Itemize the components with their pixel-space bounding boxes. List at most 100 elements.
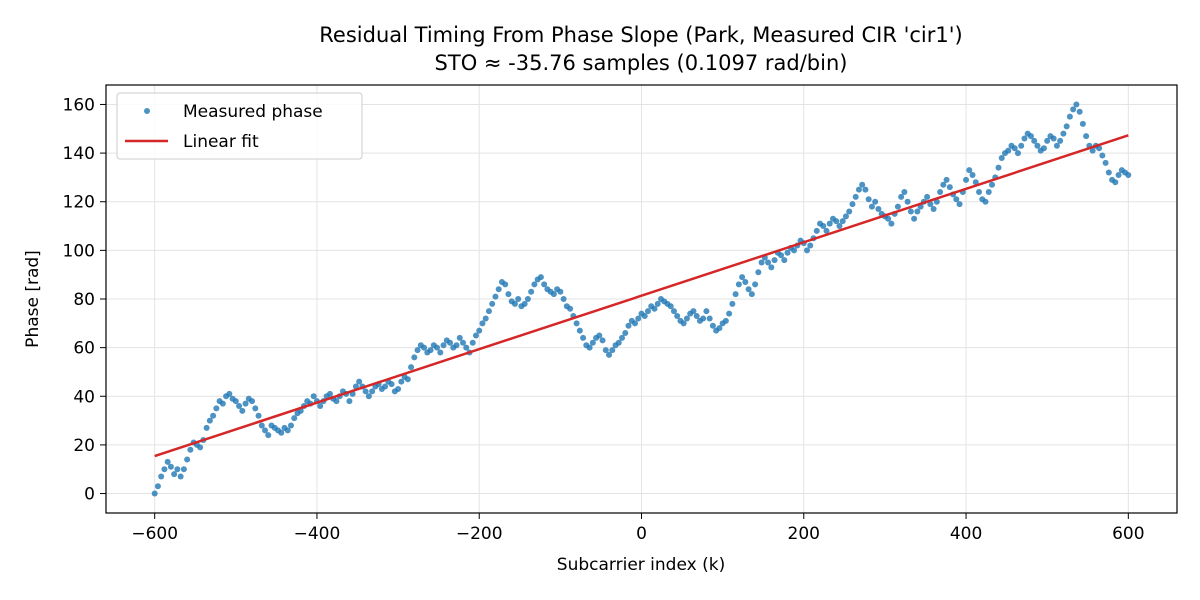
data-point <box>167 463 174 470</box>
y-tick-label: 120 <box>63 193 95 213</box>
data-point <box>606 351 613 358</box>
data-point <box>859 181 866 188</box>
data-point <box>602 347 609 354</box>
data-point <box>469 339 476 346</box>
data-point <box>670 308 677 315</box>
data-point <box>872 198 879 205</box>
data-point <box>946 184 953 191</box>
data-point <box>784 249 791 256</box>
y-tick-label: 40 <box>73 387 95 407</box>
x-tick-label: 200 <box>788 524 820 544</box>
data-point <box>213 405 220 412</box>
data-point <box>976 189 983 195</box>
data-point <box>969 171 976 178</box>
data-point <box>625 322 632 329</box>
data-point <box>826 220 833 227</box>
y-axis-ticks: 0 20 40 60 80 100 120 140 160 <box>63 95 106 505</box>
data-point <box>239 407 246 414</box>
data-point <box>732 291 739 298</box>
data-point <box>236 403 243 409</box>
data-point <box>284 427 291 434</box>
data-point <box>388 381 395 388</box>
data-point <box>852 193 859 200</box>
data-point <box>742 278 749 285</box>
data-point <box>937 189 944 195</box>
data-point <box>641 313 648 320</box>
data-point <box>476 327 483 334</box>
data-point <box>1089 147 1096 154</box>
data-point <box>963 176 970 183</box>
data-point <box>485 308 492 315</box>
data-point <box>1070 106 1077 113</box>
data-point <box>1066 113 1073 120</box>
legend-label-fit: Linear fit <box>183 132 259 152</box>
data-point <box>589 339 596 346</box>
data-point <box>1034 142 1041 149</box>
data-point <box>411 354 418 361</box>
data-point <box>1073 101 1080 108</box>
data-point <box>226 390 233 397</box>
data-point <box>1063 123 1070 130</box>
data-point <box>813 227 820 234</box>
data-point <box>580 334 587 341</box>
data-point <box>693 313 700 320</box>
data-point <box>265 432 272 439</box>
data-point <box>171 471 178 478</box>
data-point <box>1099 152 1106 159</box>
data-point <box>709 322 716 329</box>
y-tick-label: 160 <box>63 95 95 115</box>
data-point <box>651 305 658 312</box>
data-point <box>521 300 528 307</box>
data-point <box>1076 108 1083 115</box>
data-point <box>833 218 840 225</box>
data-point <box>184 456 191 463</box>
data-point <box>1083 133 1090 140</box>
x-tick-label: 400 <box>950 524 982 544</box>
legend-marker-measured <box>144 108 150 114</box>
data-point <box>846 208 853 215</box>
data-point <box>700 315 707 322</box>
data-point <box>524 296 531 302</box>
data-point <box>395 385 402 392</box>
data-point <box>174 466 181 473</box>
data-point <box>255 412 262 419</box>
data-point <box>739 274 746 281</box>
data-point <box>823 227 830 234</box>
data-point <box>1102 159 1109 166</box>
data-point <box>842 213 849 220</box>
data-point <box>865 196 872 203</box>
data-point <box>599 337 606 344</box>
y-tick-label: 100 <box>63 241 95 261</box>
data-point <box>1040 145 1047 152</box>
data-point <box>927 201 934 208</box>
data-point <box>735 281 742 288</box>
data-point <box>187 446 194 453</box>
data-point <box>683 315 690 322</box>
data-point <box>703 308 710 315</box>
data-point <box>456 334 463 341</box>
data-point <box>1011 145 1018 152</box>
data-point <box>440 342 447 349</box>
data-point <box>472 332 479 339</box>
x-tick-label: 600 <box>1112 524 1144 544</box>
data-point <box>972 179 979 186</box>
data-point <box>369 388 376 395</box>
data-point <box>654 300 661 307</box>
data-point <box>537 274 544 281</box>
data-point <box>576 327 583 334</box>
data-point <box>164 458 171 465</box>
data-point <box>622 330 629 337</box>
y-axis-label: Phase [rad] <box>23 250 43 348</box>
data-point <box>1014 150 1021 157</box>
data-point <box>408 364 415 371</box>
data-point <box>680 320 687 327</box>
data-point <box>748 291 755 298</box>
data-point <box>690 308 697 315</box>
data-point <box>291 415 298 422</box>
data-point <box>706 315 713 322</box>
data-point <box>716 325 723 332</box>
data-point <box>745 286 752 293</box>
data-point <box>414 347 421 354</box>
